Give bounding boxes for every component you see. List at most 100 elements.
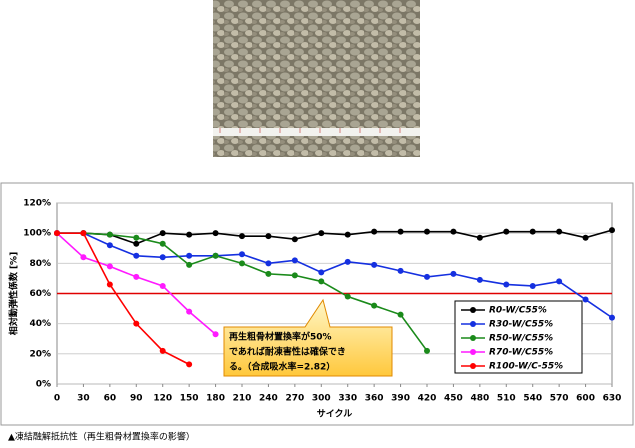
- series-line: [57, 232, 190, 366]
- data-point: [424, 347, 430, 354]
- data-point: [212, 252, 219, 259]
- x-tick-label: 540: [523, 394, 542, 404]
- data-point: [133, 273, 140, 280]
- data-point: [106, 281, 113, 288]
- x-tick-label: 330: [338, 394, 357, 404]
- data-point: [291, 257, 298, 264]
- caption: ▲凍結融解抵抗性（再生粗骨材置換率の影響）: [8, 431, 195, 443]
- data-point: [503, 281, 510, 288]
- y-axis-label: 相対動弾性係数 [%]: [8, 252, 20, 335]
- x-axis-label: サイクル: [317, 409, 353, 420]
- data-point: [186, 231, 193, 238]
- x-tick-label: 120: [153, 394, 172, 404]
- legend-label: R50-W/C55%: [489, 334, 553, 344]
- x-tick-label: 450: [444, 394, 463, 404]
- data-point: [133, 320, 140, 327]
- series-line: [57, 229, 613, 245]
- photo: [213, 0, 420, 157]
- legend-marker: [470, 363, 476, 369]
- data-point: [450, 228, 457, 235]
- data-point: [476, 276, 483, 283]
- data-point: [186, 361, 193, 368]
- data-point: [503, 228, 510, 235]
- legend: [454, 300, 583, 374]
- x-tick-label: 360: [365, 394, 384, 404]
- y-tick-label: 60%: [29, 289, 51, 299]
- data-point: [159, 230, 166, 237]
- data-point: [80, 254, 87, 261]
- x-tick-label: 180: [206, 394, 225, 404]
- x-tick-label: 240: [259, 394, 278, 404]
- legend-label: R70-W/C55%: [489, 348, 553, 358]
- data-point: [424, 228, 430, 235]
- data-point: [133, 252, 140, 259]
- x-tick-label: 390: [391, 394, 410, 404]
- data-point: [318, 269, 325, 276]
- data-point: [265, 233, 272, 240]
- x-tick-label: 420: [418, 394, 437, 404]
- data-point: [186, 308, 193, 315]
- x-tick-label: 210: [233, 394, 252, 404]
- legend-label: R100-W/C-55%: [489, 362, 563, 372]
- data-point: [476, 234, 483, 241]
- data-point: [212, 230, 219, 237]
- data-point: [159, 254, 166, 261]
- x-tick-label: 150: [180, 394, 199, 404]
- data-point: [371, 302, 378, 309]
- data-point: [186, 261, 193, 268]
- x-tick-label: 270: [285, 394, 304, 404]
- data-point: [159, 240, 166, 247]
- data-point: [239, 251, 245, 258]
- legend-label: R30-W/C55%: [489, 320, 553, 330]
- annotation-text: であれば耐凍害性は確保でき: [229, 346, 346, 358]
- legend-marker: [470, 307, 476, 313]
- legend-label: R0-W/C55%: [489, 306, 547, 316]
- legend-marker: [470, 349, 476, 355]
- x-tick-label: 570: [550, 394, 569, 404]
- x-tick-label: 60: [104, 394, 117, 404]
- annotation-text: る。（合成吸水率=2.82）: [229, 361, 335, 373]
- data-point: [239, 260, 245, 267]
- data-point: [556, 228, 563, 235]
- data-point: [106, 263, 113, 270]
- data-point: [529, 282, 536, 289]
- data-point: [344, 258, 351, 265]
- data-point: [582, 234, 589, 241]
- y-tick-label: 100%: [23, 229, 51, 239]
- data-point: [397, 311, 404, 318]
- data-point: [133, 240, 140, 247]
- data-point: [582, 296, 589, 303]
- data-point: [80, 230, 87, 237]
- data-point: [609, 227, 615, 234]
- data-point: [371, 261, 378, 268]
- y-tick-label: 80%: [29, 259, 51, 269]
- data-point: [106, 242, 113, 249]
- data-point: [291, 236, 298, 243]
- x-tick-label: 300: [312, 394, 331, 404]
- x-tick-label: 30: [77, 394, 90, 404]
- data-point: [133, 234, 140, 241]
- data-point: [397, 267, 404, 274]
- data-point: [186, 252, 193, 259]
- y-tick-label: 20%: [29, 349, 51, 359]
- x-tick-label: 630: [603, 394, 622, 404]
- legend-marker: [470, 321, 476, 327]
- data-point: [344, 293, 351, 300]
- legend-marker: [470, 335, 476, 341]
- x-tick-label: 480: [470, 394, 489, 404]
- data-point: [159, 282, 166, 289]
- data-point: [556, 278, 563, 285]
- data-point: [291, 272, 298, 279]
- data-point: [397, 228, 404, 235]
- data-point: [159, 347, 166, 354]
- annotation-text: 再生粗骨材置換率が50%: [229, 331, 332, 343]
- x-tick-label: 90: [130, 394, 143, 404]
- data-point: [265, 260, 272, 267]
- y-tick-label: 0%: [36, 380, 51, 390]
- y-tick-label: 40%: [29, 319, 51, 329]
- series-line: [57, 232, 613, 319]
- data-point: [609, 314, 615, 321]
- y-tick-label: 120%: [23, 199, 51, 209]
- data-point: [239, 233, 245, 240]
